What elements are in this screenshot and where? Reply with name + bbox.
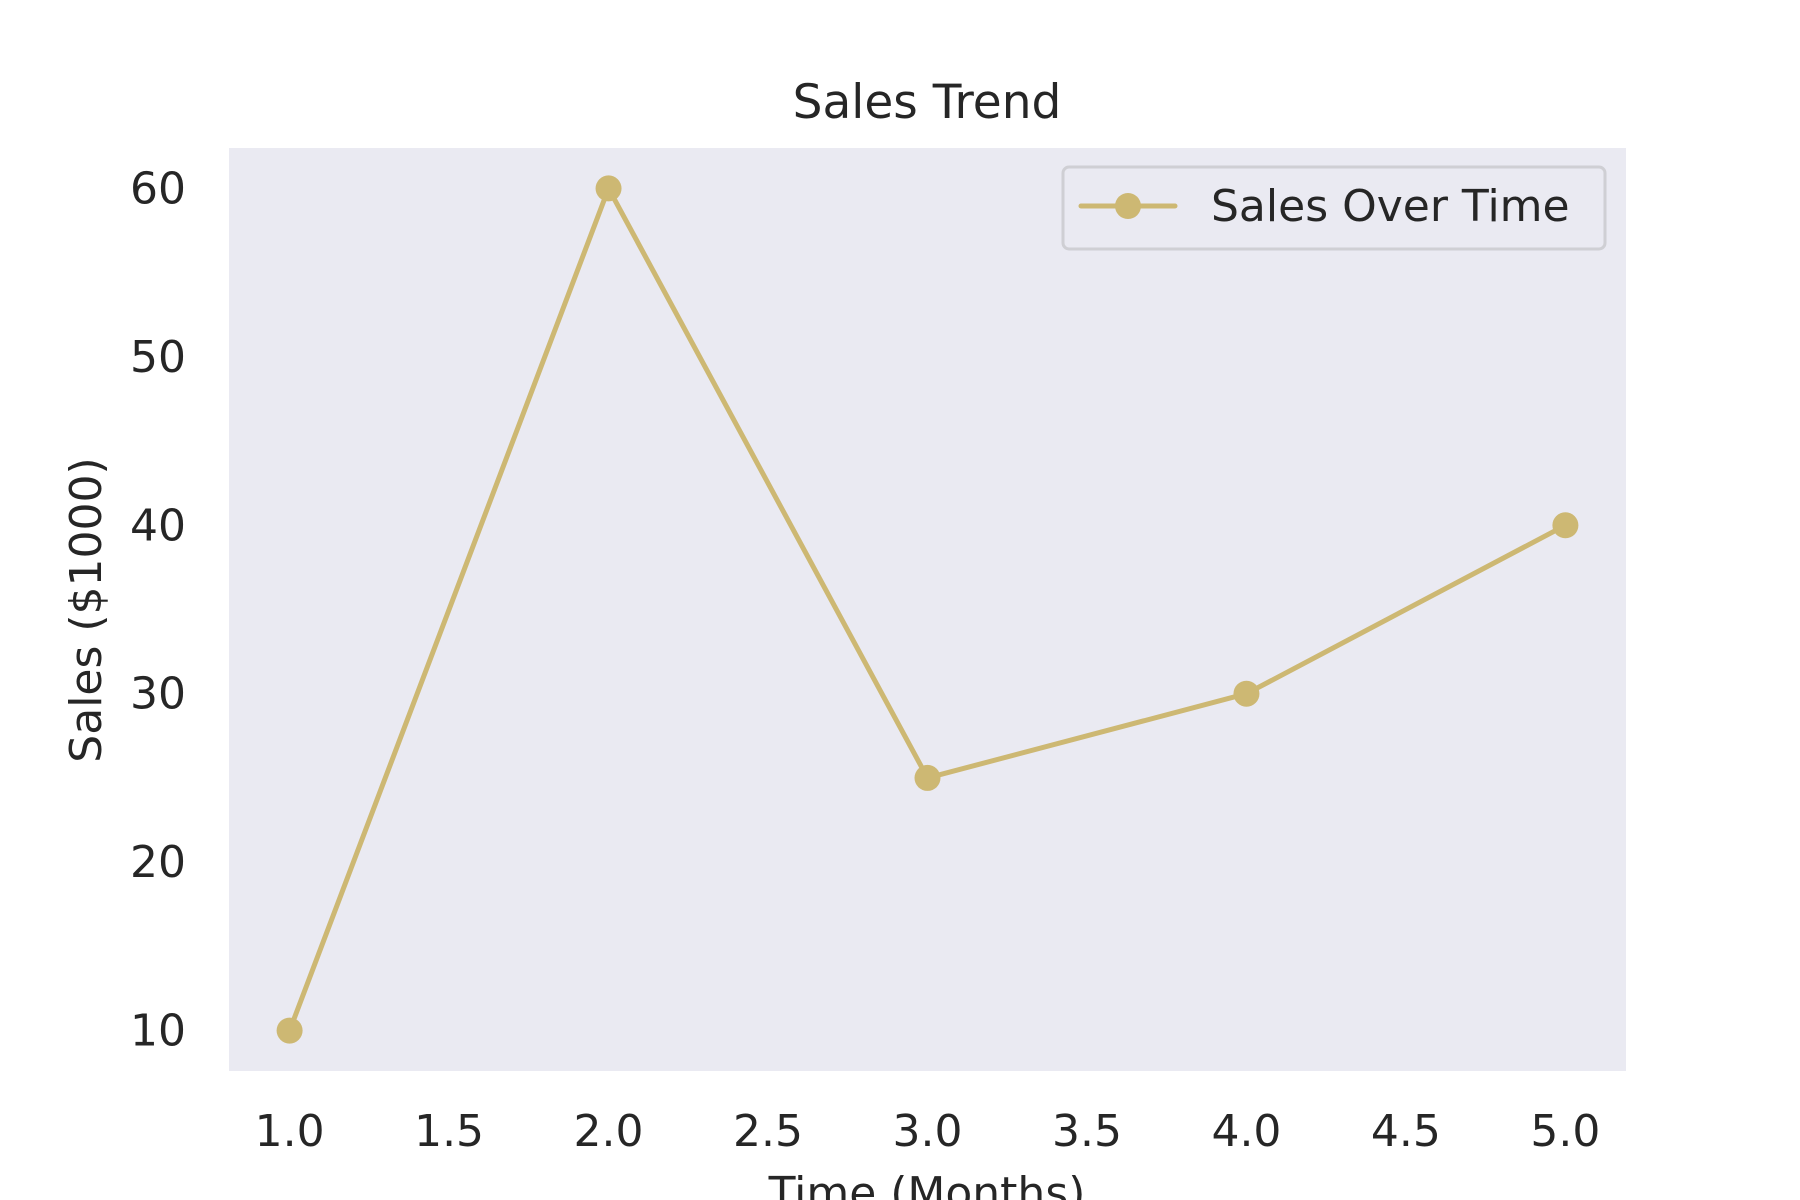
x-tick-label: 5.0 xyxy=(1530,1106,1600,1157)
y-axis-label: Sales ($1000) xyxy=(61,457,112,762)
y-tick-label: 10 xyxy=(130,1006,186,1057)
data-point xyxy=(595,175,622,202)
series-points xyxy=(276,175,1579,1044)
x-tick-label: 4.5 xyxy=(1371,1106,1441,1157)
legend-marker xyxy=(1115,193,1141,219)
x-axis-ticks: 1.0 1.5 2.0 2.5 3.0 3.5 4.0 4.5 5.0 xyxy=(255,1106,1601,1157)
x-tick-label: 3.0 xyxy=(893,1106,963,1157)
y-tick-label: 50 xyxy=(130,332,186,383)
x-tick-label: 4.0 xyxy=(1211,1106,1281,1157)
data-point xyxy=(276,1017,303,1044)
y-tick-label: 30 xyxy=(130,669,186,720)
legend: Sales Over Time xyxy=(1061,165,1607,251)
x-tick-label: 1.5 xyxy=(414,1106,484,1157)
data-point xyxy=(1233,680,1260,707)
data-point xyxy=(914,764,941,791)
plot-area xyxy=(229,148,1626,1071)
data-point xyxy=(1552,512,1579,539)
x-axis-label: Time (Months) xyxy=(768,1168,1086,1200)
y-tick-label: 60 xyxy=(130,163,186,214)
y-tick-label: 40 xyxy=(130,500,186,551)
chart-title: Sales Trend xyxy=(793,75,1062,130)
x-tick-label: 3.5 xyxy=(1052,1106,1122,1157)
y-tick-label: 20 xyxy=(130,837,186,888)
legend-label: Sales Over Time xyxy=(1211,181,1570,232)
x-tick-label: 2.0 xyxy=(574,1106,644,1157)
legend-box xyxy=(1061,165,1607,251)
y-axis-ticks: 10 20 30 40 50 60 xyxy=(130,163,186,1056)
x-tick-label: 2.5 xyxy=(733,1106,803,1157)
x-tick-label: 1.0 xyxy=(255,1106,325,1157)
